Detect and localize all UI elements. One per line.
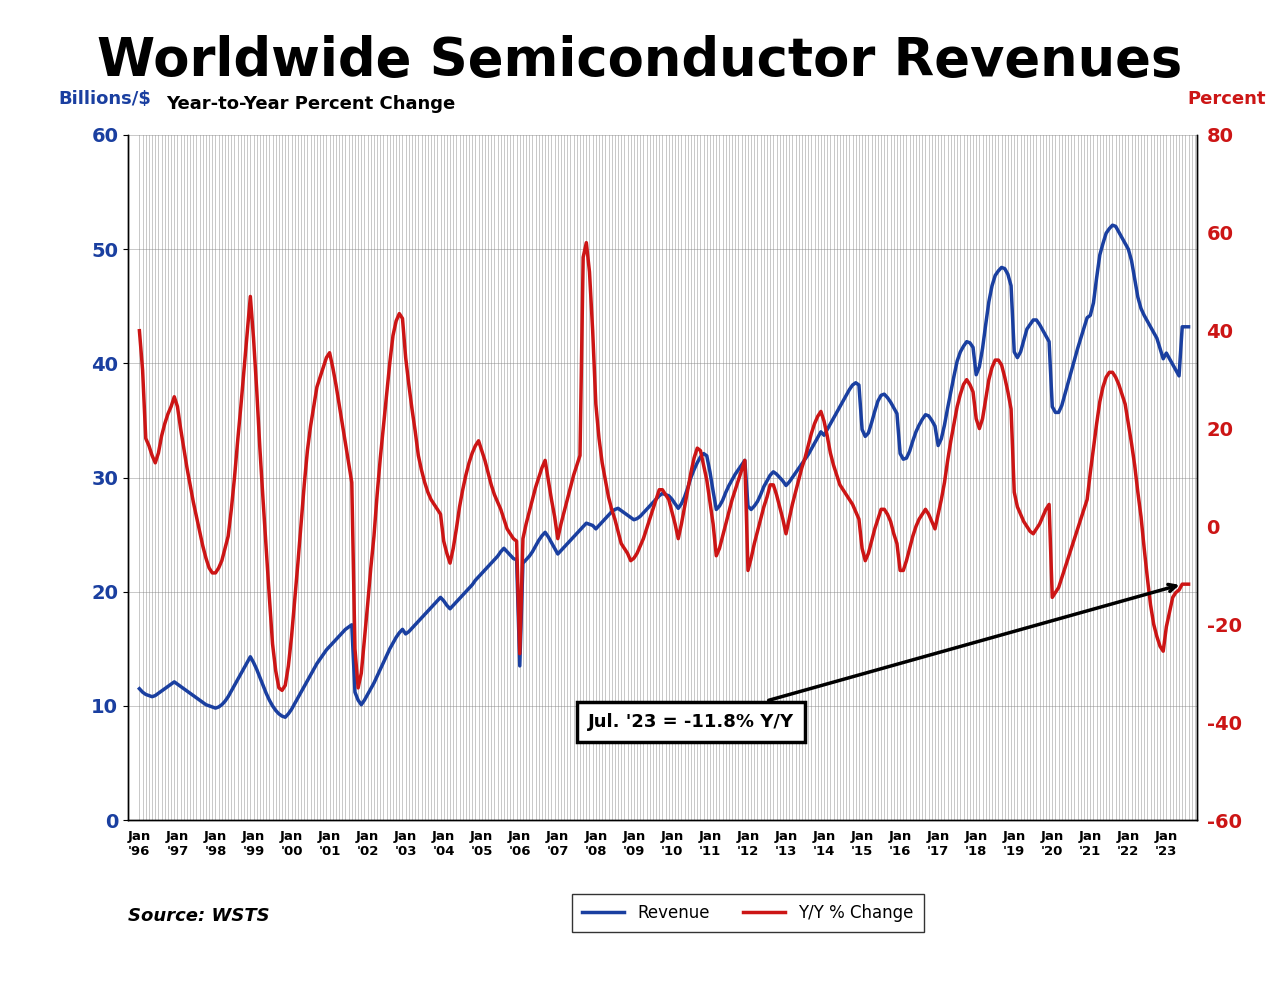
- Text: Jul. '23 = -11.8% Y/Y: Jul. '23 = -11.8% Y/Y: [588, 584, 1176, 731]
- Text: Percent: Percent: [1188, 90, 1266, 108]
- Text: Year-to-Year Percent Change: Year-to-Year Percent Change: [166, 95, 456, 113]
- Text: Worldwide Semiconductor Revenues: Worldwide Semiconductor Revenues: [97, 35, 1183, 87]
- Text: Source: WSTS: Source: WSTS: [128, 907, 270, 925]
- Legend: Revenue, Y/Y % Change: Revenue, Y/Y % Change: [572, 894, 923, 932]
- Text: Billions/$: Billions/$: [59, 90, 151, 108]
